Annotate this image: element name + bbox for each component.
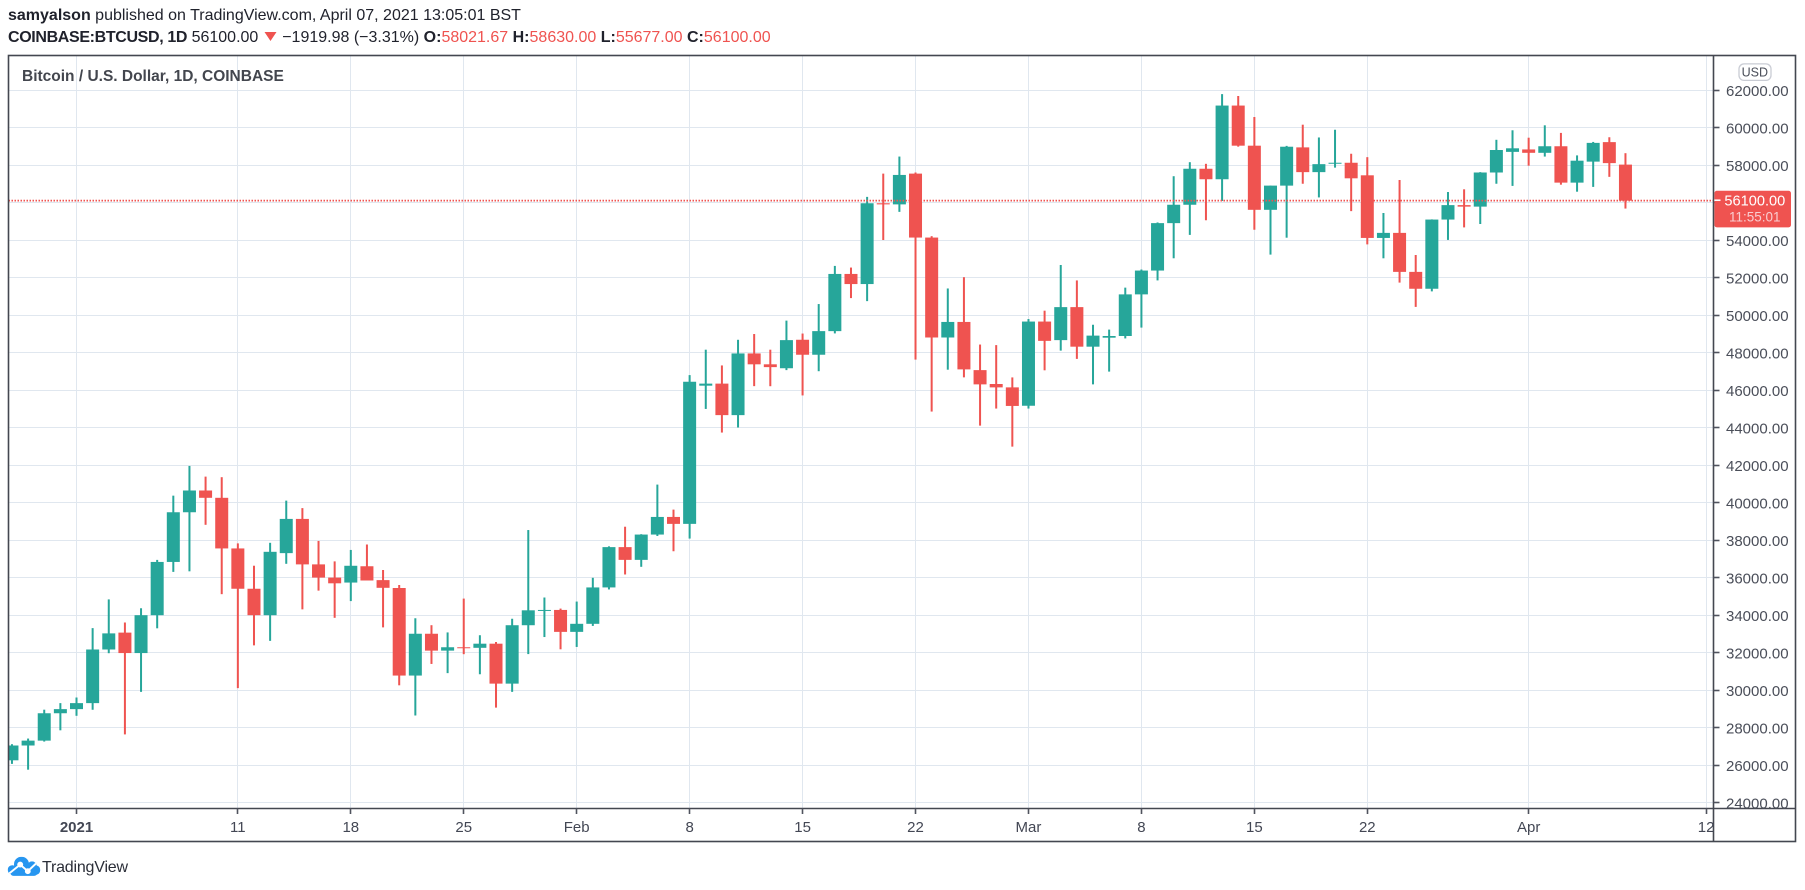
- svg-text:28000.00: 28000.00: [1726, 721, 1789, 738]
- svg-text:Bitcoin / U.S. Dollar, 1D, COI: Bitcoin / U.S. Dollar, 1D, COINBASE: [22, 68, 284, 85]
- svg-text:44000.00: 44000.00: [1726, 421, 1789, 438]
- svg-text:11:55:01: 11:55:01: [1729, 210, 1781, 225]
- svg-text:2021: 2021: [60, 819, 93, 836]
- svg-text:Feb: Feb: [564, 819, 590, 836]
- svg-text:62000.00: 62000.00: [1726, 83, 1789, 100]
- svg-text:25: 25: [455, 819, 472, 836]
- svg-text:38000.00: 38000.00: [1726, 533, 1789, 550]
- svg-text:40000.00: 40000.00: [1726, 496, 1789, 513]
- svg-text:15: 15: [1246, 819, 1263, 836]
- svg-text:8: 8: [685, 819, 693, 836]
- svg-text:Apr: Apr: [1517, 819, 1540, 836]
- svg-text:46000.00: 46000.00: [1726, 383, 1789, 400]
- svg-text:50000.00: 50000.00: [1726, 308, 1789, 325]
- svg-text:Mar: Mar: [1016, 819, 1042, 836]
- svg-text:52000.00: 52000.00: [1726, 271, 1789, 288]
- svg-text:12: 12: [1698, 819, 1715, 836]
- svg-text:58000.00: 58000.00: [1726, 158, 1789, 175]
- svg-text:18: 18: [342, 819, 359, 836]
- svg-text:48000.00: 48000.00: [1726, 346, 1789, 363]
- svg-text:36000.00: 36000.00: [1726, 571, 1789, 588]
- svg-text:32000.00: 32000.00: [1726, 646, 1789, 663]
- svg-text:26000.00: 26000.00: [1726, 758, 1789, 775]
- svg-text:24000.00: 24000.00: [1726, 796, 1789, 813]
- svg-text:22: 22: [907, 819, 924, 836]
- svg-text:22: 22: [1359, 819, 1376, 836]
- svg-text:USD: USD: [1742, 66, 1768, 80]
- svg-text:42000.00: 42000.00: [1726, 458, 1789, 475]
- svg-text:8: 8: [1137, 819, 1145, 836]
- svg-text:11: 11: [230, 819, 246, 836]
- svg-text:56100.00: 56100.00: [1724, 193, 1785, 209]
- svg-text:15: 15: [794, 819, 811, 836]
- svg-text:34000.00: 34000.00: [1726, 608, 1789, 625]
- svg-text:54000.00: 54000.00: [1726, 233, 1789, 250]
- svg-text:30000.00: 30000.00: [1726, 683, 1789, 700]
- svg-text:TradingView: TradingView: [42, 859, 128, 876]
- svg-text:60000.00: 60000.00: [1726, 121, 1789, 138]
